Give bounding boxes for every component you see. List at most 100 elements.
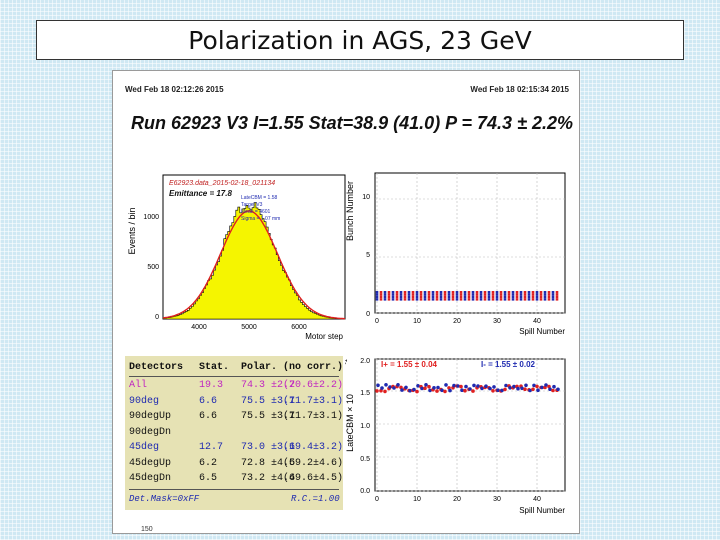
bunch-point xyxy=(503,295,507,299)
late-ytick-15: 1.5 xyxy=(360,390,370,397)
bunch-point xyxy=(383,298,387,301)
bunch-point xyxy=(443,295,447,299)
bunch-point xyxy=(475,298,479,301)
hist-xtick-6000: 6000 xyxy=(291,324,307,331)
bunch-ytick-10: 10 xyxy=(362,194,370,201)
bunch-frame xyxy=(374,172,566,314)
bunch-point xyxy=(399,291,403,294)
late-point-plus xyxy=(375,389,379,393)
bunch-point xyxy=(515,293,519,296)
slide-title: Polarization in AGS, 23 GeV xyxy=(188,25,532,55)
late-point-plus xyxy=(471,389,475,393)
bunch-point xyxy=(463,293,467,296)
stats-cell-stat: 6.6 xyxy=(199,395,218,407)
bunch-point xyxy=(531,298,535,301)
col-detectors: Detectors xyxy=(129,362,184,373)
stats-cell-stat: 12.7 xyxy=(199,442,224,453)
bunch-point xyxy=(539,293,543,296)
late-point-minus xyxy=(384,383,388,387)
bunch-point xyxy=(479,293,483,296)
stats-cell-nocorr: (71.7±3.1) xyxy=(283,395,344,407)
late-point-minus xyxy=(424,383,428,387)
bunch-point xyxy=(547,293,551,296)
bunch-point xyxy=(379,298,383,301)
late-point-plus xyxy=(463,388,467,393)
bunch-xlabel: Spill Number xyxy=(519,327,565,336)
bunch-point xyxy=(507,293,511,296)
hist-ylabel: Events / bin xyxy=(127,207,137,254)
bunch-point xyxy=(475,293,479,296)
bunch-point xyxy=(527,295,531,299)
header-divider xyxy=(129,376,339,377)
late-point-minus xyxy=(444,383,448,387)
bunch-point xyxy=(399,295,403,299)
bunch-ylabel: Bunch Number xyxy=(345,181,355,241)
bunch-point xyxy=(519,298,523,301)
bunch-point xyxy=(547,291,551,294)
hist-stat-1: LateCBM = 1.58 xyxy=(241,195,277,201)
late-xtick-20: 20 xyxy=(453,496,461,503)
bunch-point xyxy=(383,291,387,294)
file-label: E62923.data_2015-02-18_021134 xyxy=(169,180,275,187)
bunch-point xyxy=(535,293,539,296)
bunch-point xyxy=(479,298,483,301)
bunch-point xyxy=(395,295,399,299)
title-box: Polarization in AGS, 23 GeV xyxy=(36,20,684,60)
bunch-point xyxy=(503,291,507,294)
bunch-point xyxy=(407,298,411,301)
hist-stat-3: Mean = 4601 xyxy=(241,209,271,215)
bunch-point xyxy=(495,293,499,296)
stats-cell-polar: 73.0 ±3.1 xyxy=(241,442,296,453)
bunch-point xyxy=(451,293,455,296)
late-point-plus xyxy=(435,389,439,393)
late-point-minus xyxy=(388,385,392,389)
late-point-minus xyxy=(552,384,556,389)
stats-row: 90degDn xyxy=(125,427,343,439)
late-point-plus xyxy=(423,386,427,390)
bunch-point xyxy=(431,293,435,296)
bunch-point xyxy=(435,298,439,301)
bunch-point xyxy=(535,295,539,299)
bunch-point xyxy=(463,298,467,301)
late-point-plus xyxy=(427,384,431,389)
late-point-plus xyxy=(443,389,447,394)
late-point-minus xyxy=(404,385,408,390)
stats-row: 45degDn 6.5 73.2 ±4.4 (69.6±4.5) xyxy=(125,473,343,485)
bunch-point xyxy=(455,298,459,301)
bunch-point xyxy=(491,298,495,301)
stats-cell-stat: 6.6 xyxy=(199,411,218,422)
bunch-point xyxy=(387,291,391,294)
bunch-point xyxy=(479,295,483,299)
bunch-point xyxy=(383,295,387,299)
late-point-minus xyxy=(392,386,396,390)
bunch-xtick-10: 10 xyxy=(413,318,421,325)
bunch-point xyxy=(427,291,431,294)
late-point-minus xyxy=(376,383,380,388)
bunch-point xyxy=(523,298,527,301)
late-xtick-40: 40 xyxy=(533,496,541,503)
late-point-minus xyxy=(484,384,488,388)
bunch-point xyxy=(427,298,431,301)
detector-stats-table: Detectors Stat. Polar. (no corr.) All 19.… xyxy=(125,356,343,510)
bunch-point xyxy=(395,293,399,296)
bunch-points xyxy=(375,291,559,301)
bunch-point xyxy=(407,291,411,294)
stats-cell-stat: 19.3 xyxy=(199,380,224,391)
bunch-point xyxy=(447,295,451,299)
bunch-point xyxy=(423,298,427,301)
hist-xtick-5000: 5000 xyxy=(241,324,257,331)
late-xtick-30: 30 xyxy=(493,496,501,503)
bunch-point xyxy=(527,291,531,294)
late-point-minus xyxy=(472,383,476,388)
col-stat: Stat. xyxy=(199,362,230,373)
bunch-point xyxy=(419,295,423,299)
stats-cell-det: 90degUp xyxy=(129,411,172,422)
stats-cell-det: 90deg xyxy=(129,395,160,407)
hist-stat-4: Sigma = 1.07 mm xyxy=(241,216,280,222)
stats-cell-det: 45degUp xyxy=(129,457,172,469)
bunch-point xyxy=(535,298,539,301)
late-point-plus xyxy=(503,387,507,392)
hist-ytick-500: 500 xyxy=(147,264,159,271)
late-point-minus xyxy=(528,388,532,393)
bunch-point xyxy=(459,291,463,294)
